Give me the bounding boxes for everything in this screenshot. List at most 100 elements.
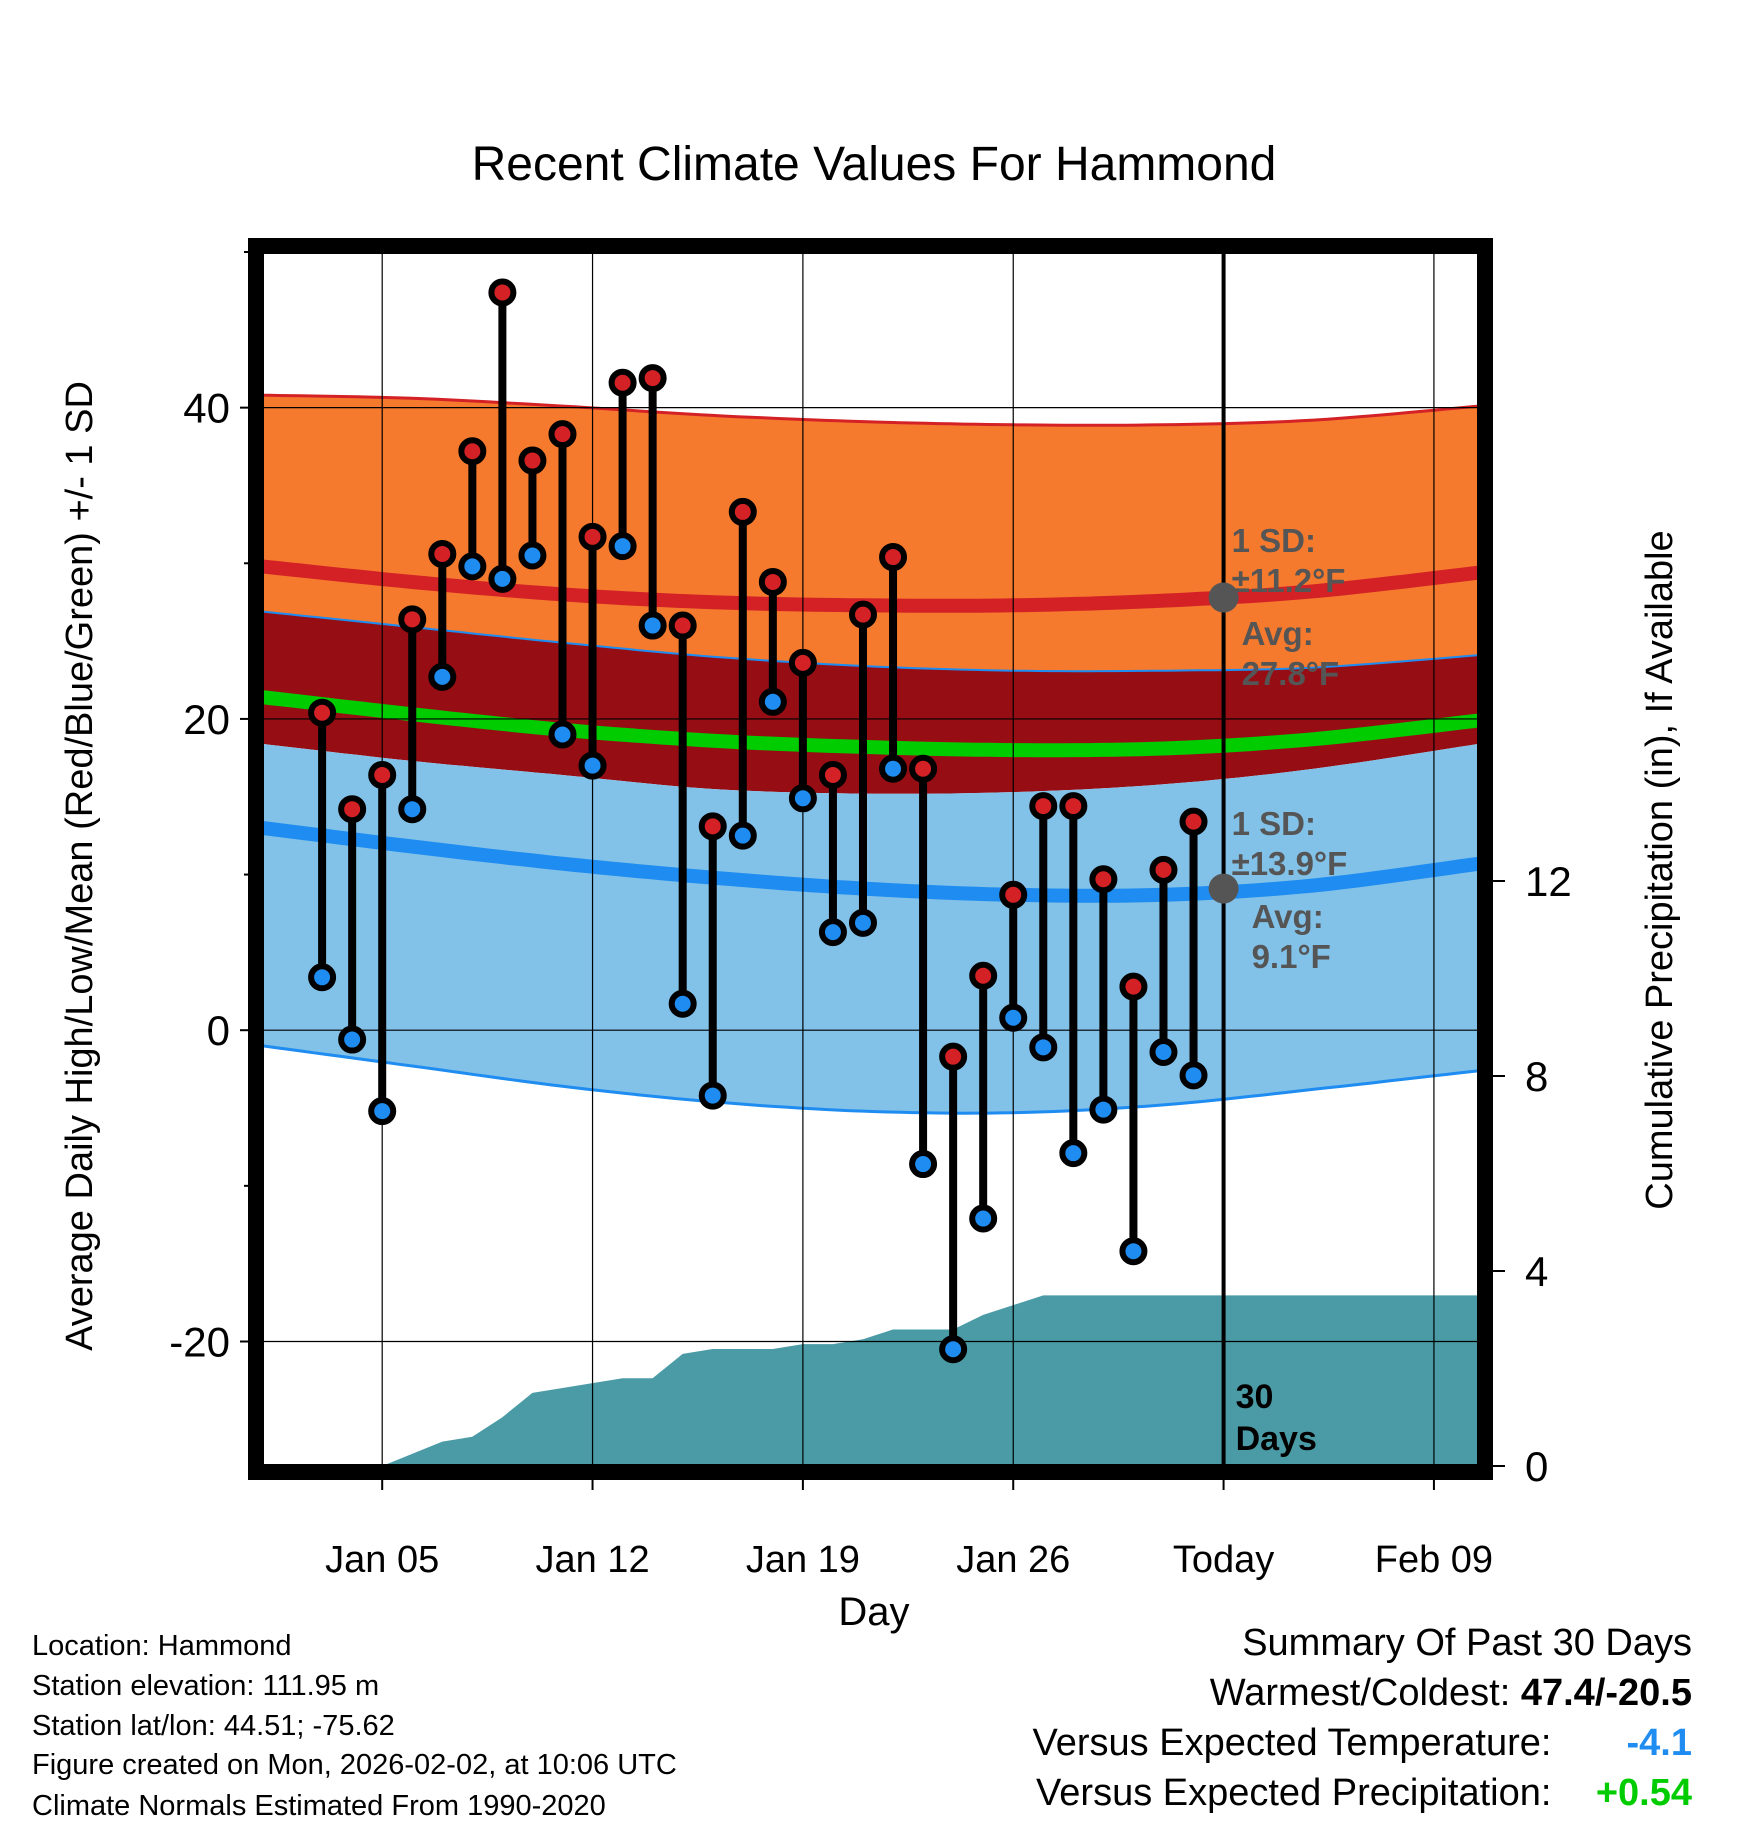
- daily-high-marker-23: [969, 961, 998, 990]
- y-axis-label-left: Average Daily High/Low/Mean (Red/Blue/Gr…: [59, 381, 101, 1351]
- daily-high-marker-5: [428, 539, 457, 568]
- daily-high-marker-21: [909, 754, 938, 783]
- precip-area: [382, 1295, 1479, 1466]
- daily-high-marker-15: [728, 497, 757, 526]
- daily-low-marker-28: [1119, 1237, 1148, 1266]
- summary-precip-value: +0.54: [1595, 1772, 1692, 1814]
- daily-high-marker-28: [1119, 972, 1148, 1001]
- daily-low-marker-2: [338, 1025, 367, 1054]
- daily-high-marker-4: [398, 605, 427, 634]
- info-location: Location: Hammond: [32, 1630, 292, 1662]
- summary-temp-row: Versus Expected Temperature: -4.1: [1033, 1722, 1692, 1765]
- x-tick-label-2: Jan 12: [535, 1539, 649, 1581]
- low-sd-annotation-line-1: 1 SD:: [1232, 805, 1316, 842]
- daily-low-marker-7: [488, 564, 517, 593]
- daily-high-marker-2: [338, 795, 367, 824]
- high-sd-annotation-line-1: 1 SD:: [1232, 522, 1316, 559]
- daily-high-marker-7: [488, 278, 517, 307]
- x-tick-label-5: Today: [1173, 1539, 1274, 1581]
- summary-warmest-row: Warmest/Coldest: 47.4/-20.5: [1210, 1672, 1692, 1715]
- daily-high-marker-22: [939, 1042, 968, 1071]
- days-window-label-line-1: 30: [1236, 1378, 1274, 1416]
- daily-high-marker-27: [1089, 865, 1118, 894]
- daily-high-marker-12: [638, 364, 667, 393]
- daily-low-marker-6: [458, 552, 487, 581]
- daily-low-marker-11: [608, 532, 637, 561]
- daily-high-marker-1: [308, 698, 337, 727]
- daily-high-marker-9: [548, 420, 577, 449]
- high-avg-annotation-line-2: 27.8°F: [1242, 655, 1340, 692]
- daily-high-marker-3: [368, 760, 397, 789]
- low-avg-dot: [1208, 873, 1239, 904]
- daily-high-marker-8: [518, 446, 547, 475]
- chart-title: Recent Climate Values For Hammond: [472, 138, 1277, 191]
- daily-low-marker-15: [728, 821, 757, 850]
- y-right-tick-label-3: 8: [1525, 1053, 1548, 1100]
- low-sd-annotation-line-2: ±13.9°F: [1232, 845, 1348, 882]
- daily-high-marker-18: [818, 760, 847, 789]
- daily-high-marker-29: [1149, 855, 1178, 884]
- daily-low-marker-16: [758, 687, 787, 716]
- daily-low-marker-24: [999, 1003, 1028, 1032]
- info-elevation: Station elevation: 111.95 m: [32, 1670, 380, 1702]
- daily-low-marker-27: [1089, 1095, 1118, 1124]
- high-avg-dot: [1208, 582, 1239, 613]
- daily-high-marker-11: [608, 368, 637, 397]
- daily-high-marker-17: [788, 648, 817, 677]
- daily-low-marker-13: [668, 989, 697, 1018]
- daily-low-marker-26: [1059, 1139, 1088, 1168]
- x-tick-label-3: Jan 19: [746, 1539, 860, 1581]
- daily-high-marker-30: [1179, 807, 1208, 836]
- daily-low-marker-21: [909, 1150, 938, 1179]
- daily-low-marker-22: [939, 1335, 968, 1364]
- daily-high-marker-13: [668, 611, 697, 640]
- daily-high-marker-19: [848, 600, 877, 629]
- days-window-label-line-2: Days: [1236, 1420, 1317, 1458]
- x-tick-label-1: Jan 05: [325, 1539, 439, 1581]
- high-sd-annotation-line-2: ±11.2°F: [1232, 562, 1346, 599]
- info-created: Figure created on Mon, 2026-02-02, at 10…: [32, 1749, 677, 1781]
- y-left-tick-label-2: 0: [207, 1007, 230, 1054]
- daily-high-marker-25: [1029, 792, 1058, 821]
- daily-high-marker-20: [879, 543, 908, 572]
- daily-low-marker-4: [398, 795, 427, 824]
- daily-low-marker-17: [788, 784, 817, 813]
- daily-high-marker-10: [578, 522, 607, 551]
- high-avg-annotation-line-1: Avg:: [1242, 615, 1314, 652]
- daily-high-marker-6: [458, 437, 487, 466]
- daily-low-marker-8: [518, 541, 547, 570]
- daily-high-marker-24: [999, 880, 1028, 909]
- y-left-tick-label-4: 40: [183, 385, 230, 432]
- plot-clipped-group: [262, 252, 1479, 1466]
- summary-title: Summary Of Past 30 Days: [1242, 1622, 1692, 1664]
- y-axis-label-right: Cumulative Precipitation (in), If Availa…: [1639, 530, 1681, 1209]
- info-normals: Climate Normals Estimated From 1990-2020: [32, 1790, 606, 1822]
- summary-temp-label: Versus Expected Temperature:: [1032, 1722, 1552, 1764]
- daily-low-marker-25: [1029, 1033, 1058, 1062]
- daily-low-marker-1: [308, 963, 337, 992]
- y-left-tick-label-3: 20: [183, 696, 230, 743]
- summary-precip-label: Versus Expected Precipitation:: [1036, 1772, 1552, 1814]
- daily-low-marker-19: [848, 908, 877, 937]
- high-upper-line: [262, 393, 1479, 427]
- daily-low-marker-18: [818, 918, 847, 947]
- x-tick-label-6: Feb 09: [1375, 1539, 1493, 1581]
- summary-precip-row: Versus Expected Precipitation: +0.54: [1036, 1772, 1692, 1815]
- daily-low-marker-14: [698, 1081, 727, 1110]
- daily-low-marker-30: [1179, 1061, 1208, 1090]
- y-right-tick-label-1: 0: [1525, 1443, 1548, 1490]
- plot-frame: [248, 238, 1493, 1480]
- daily-low-marker-3: [368, 1097, 397, 1126]
- daily-low-marker-12: [638, 611, 667, 640]
- daily-low-marker-9: [548, 720, 577, 749]
- y-right-tick-label-2: 4: [1525, 1248, 1548, 1295]
- summary-warmest-label: Warmest/Coldest:: [1209, 1672, 1511, 1714]
- y-right-tick-label-4: 12: [1525, 858, 1572, 905]
- daily-low-marker-5: [428, 662, 457, 691]
- daily-high-marker-16: [758, 567, 787, 596]
- daily-low-marker-10: [578, 751, 607, 780]
- low-lower-line: [262, 1044, 1479, 1115]
- summary-warmest-value: 47.4/-20.5: [1520, 1672, 1692, 1714]
